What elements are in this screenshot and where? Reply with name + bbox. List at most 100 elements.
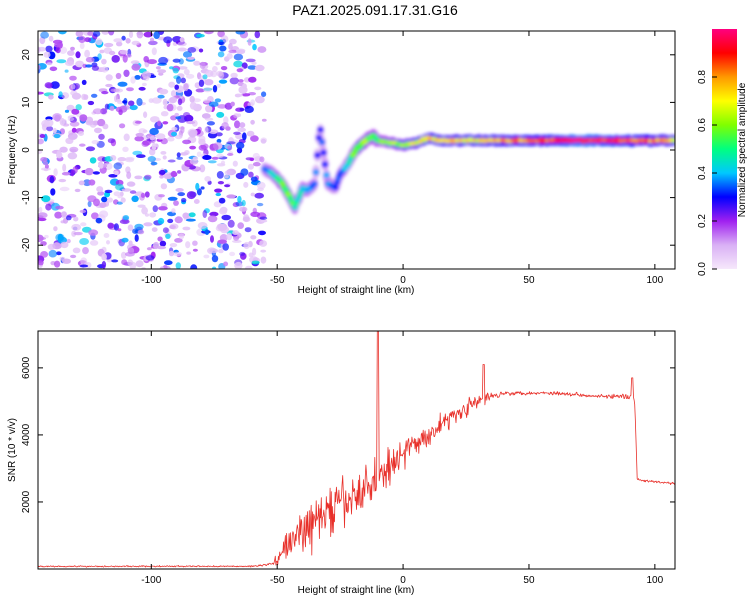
noise-blob xyxy=(143,31,153,38)
noise-blob xyxy=(130,76,136,84)
colorbar-gradient xyxy=(712,29,737,269)
noise-blob xyxy=(254,86,262,91)
noise-blob xyxy=(174,134,183,140)
noise-blob xyxy=(159,88,169,95)
noise-blob xyxy=(122,100,128,104)
noise-blob xyxy=(250,235,257,240)
noise-blob xyxy=(259,156,265,163)
noise-blob xyxy=(218,197,226,204)
noise-blob xyxy=(167,196,178,201)
snr-x-label: Height of straight line (km) xyxy=(298,585,415,596)
noise-blob xyxy=(193,60,201,66)
noise-blob xyxy=(128,100,135,106)
spectrogram-x-label: Height of straight line (km) xyxy=(298,285,415,296)
noise-blob xyxy=(237,222,244,230)
noise-blob xyxy=(98,161,104,169)
noise-blob xyxy=(40,157,48,162)
noise-blob xyxy=(61,211,67,218)
noise-blob xyxy=(147,156,156,162)
noise-blob xyxy=(244,227,252,233)
noise-blob xyxy=(75,104,82,111)
noise-blob xyxy=(143,222,153,227)
noise-blob xyxy=(143,56,149,63)
noise-blob xyxy=(237,195,242,203)
noise-blob xyxy=(60,220,66,224)
noise-blob xyxy=(129,104,138,111)
noise-blob xyxy=(46,126,54,132)
noise-blob xyxy=(134,223,144,230)
noise-blob xyxy=(202,74,208,80)
noise-blob xyxy=(204,176,212,182)
noise-blob xyxy=(92,31,101,37)
noise-blob xyxy=(158,72,164,76)
noise-blob xyxy=(75,31,84,37)
noise-blob xyxy=(159,266,165,269)
noise-blob xyxy=(81,79,87,85)
noise-blob xyxy=(95,217,103,224)
noise-blob xyxy=(39,134,46,138)
noise-blob xyxy=(71,108,80,115)
noise-blob xyxy=(251,260,260,265)
noise-blob xyxy=(182,212,190,219)
noise-blob xyxy=(59,146,68,153)
noise-blob xyxy=(66,238,71,244)
noise-blob xyxy=(44,82,53,89)
noise-blob xyxy=(41,195,51,203)
noise-blob xyxy=(250,211,261,217)
noise-blob xyxy=(177,170,182,174)
noise-blob xyxy=(203,254,210,259)
noise-blob xyxy=(116,41,123,47)
noise-blob xyxy=(227,145,233,151)
noise-blob xyxy=(72,247,81,254)
noise-blob xyxy=(71,223,82,231)
ridge-core xyxy=(313,169,319,176)
noise-blob xyxy=(250,119,255,125)
snr-x-tick-label: 0 xyxy=(400,575,406,586)
noise-blob xyxy=(157,217,165,225)
noise-blob xyxy=(159,240,167,247)
noise-blob xyxy=(219,45,227,52)
noise-blob xyxy=(194,82,201,89)
noise-blob xyxy=(123,69,130,78)
noise-blob xyxy=(207,160,217,164)
noise-blob xyxy=(228,43,233,50)
noise-blob xyxy=(242,83,247,89)
noise-blob xyxy=(229,38,237,45)
noise-blob xyxy=(108,31,115,36)
noise-blob xyxy=(241,62,248,69)
noise-blob xyxy=(204,126,209,134)
noise-blob xyxy=(56,149,62,157)
noise-blob xyxy=(171,131,177,137)
noise-blob xyxy=(217,239,227,244)
noise-blob xyxy=(85,120,94,126)
noise-blob xyxy=(206,121,215,126)
noise-blob xyxy=(141,82,147,87)
noise-blob xyxy=(135,260,144,268)
noise-blob xyxy=(236,49,246,55)
noise-blob xyxy=(145,255,155,261)
noise-blob xyxy=(250,192,255,197)
noise-blob xyxy=(170,90,177,97)
noise-blob xyxy=(247,38,252,46)
noise-blob xyxy=(107,138,115,144)
noise-blob xyxy=(259,240,268,247)
noise-blob xyxy=(85,146,96,152)
noise-blob xyxy=(38,217,47,222)
noise-blob xyxy=(229,251,236,257)
noise-blob xyxy=(164,260,173,266)
noise-blob xyxy=(45,203,52,211)
noise-blob xyxy=(169,243,178,248)
noise-blob xyxy=(212,66,218,72)
spectrogram-x-tick-label: 100 xyxy=(647,275,664,286)
noise-blob xyxy=(38,91,44,95)
noise-blob xyxy=(56,251,62,256)
noise-blob xyxy=(230,101,235,107)
noise-blob xyxy=(228,49,238,54)
noise-blob xyxy=(38,234,44,242)
noise-blob xyxy=(92,171,100,175)
noise-blob xyxy=(125,38,131,44)
noise-blob xyxy=(245,58,256,63)
noise-blob xyxy=(141,71,152,79)
noise-blob xyxy=(120,251,127,259)
